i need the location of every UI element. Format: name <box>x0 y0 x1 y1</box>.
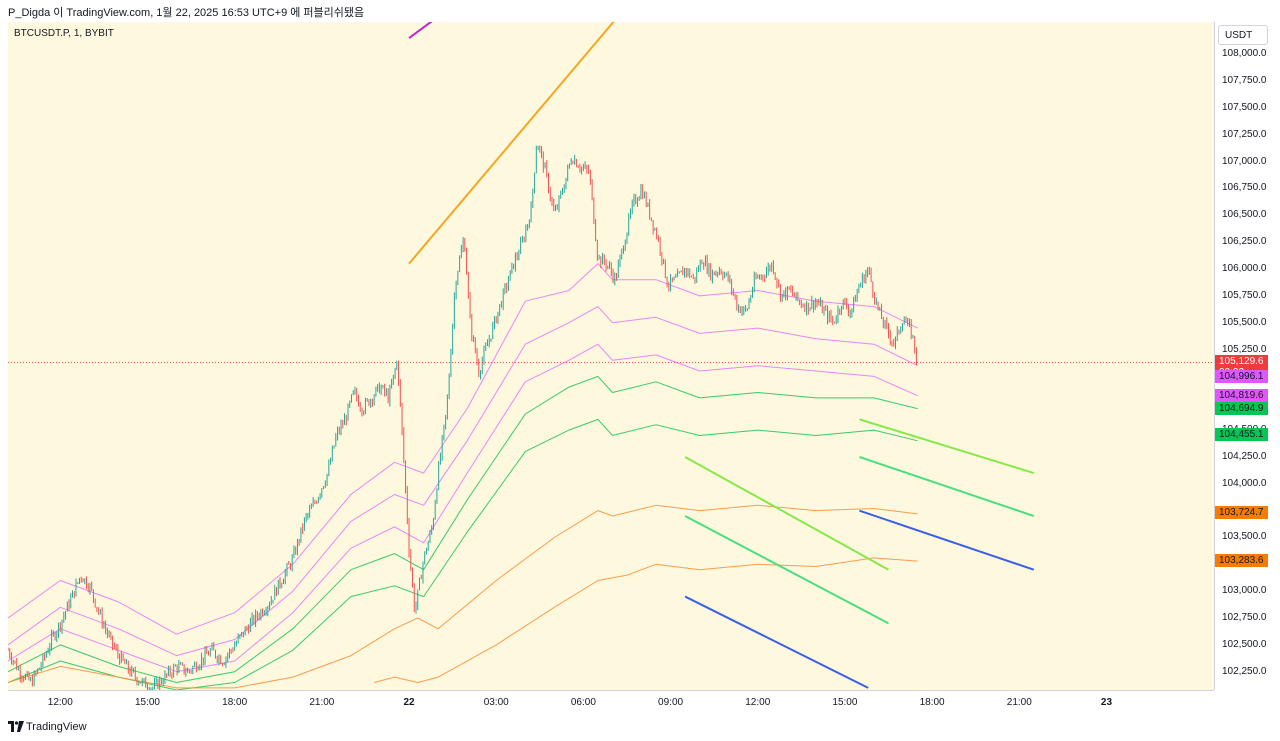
time-tick-label: 12:00 <box>745 697 771 708</box>
price-tick-label: 104,250.0 <box>1222 450 1267 462</box>
time-tick-label: 23 <box>1100 697 1113 708</box>
indicator-line-2 <box>8 343 918 673</box>
publish-info-text: P_Digda 이 TradingView.com, 1월 22, 2025 1… <box>8 7 365 19</box>
price-tick-label: 105,250.0 <box>1222 343 1267 355</box>
price-tick-label: 105,500.0 <box>1222 316 1267 328</box>
footer-brand-text: TradingView <box>26 721 87 733</box>
indicator-line-5 <box>8 504 918 689</box>
indicator-line-6 <box>374 557 918 683</box>
trendline-3 <box>684 515 889 625</box>
price-tick-label: 102,750.0 <box>1222 612 1267 624</box>
trendline-1 <box>408 22 615 265</box>
price-tick-label: 106,750.0 <box>1222 182 1267 194</box>
last-price-value: 105,129.6 <box>1219 356 1264 368</box>
indicator-line-0 <box>8 263 918 635</box>
trendline-2 <box>684 456 890 571</box>
time-tick-label: 09:00 <box>658 697 684 708</box>
trendline-4 <box>684 595 869 689</box>
time-tick-label: 06:00 <box>570 697 596 708</box>
indicator-price-badge: 103,283.6 <box>1215 553 1268 567</box>
price-tick-label: 106,250.0 <box>1222 236 1267 248</box>
price-tick-label: 103,000.0 <box>1222 585 1267 597</box>
trendline-6 <box>859 456 1035 517</box>
currency-button[interactable]: USDT <box>1218 25 1268 45</box>
price-tick-label: 108,000.0 <box>1222 48 1267 60</box>
time-tick-label: 22 <box>403 697 415 708</box>
price-tick-label: 107,500.0 <box>1222 101 1267 113</box>
time-tick-label: 12:00 <box>47 697 73 708</box>
price-tick-label: 107,000.0 <box>1222 155 1267 167</box>
time-tick-label: 21:00 <box>309 697 335 708</box>
trendline-5 <box>859 418 1035 475</box>
price-tick-label: 102,500.0 <box>1222 638 1267 650</box>
trendline-0 <box>408 22 433 39</box>
indicator-line-1 <box>8 306 918 657</box>
chart-plot-area[interactable] <box>8 22 1214 690</box>
price-tick-label: 106,500.0 <box>1222 209 1267 221</box>
price-tick-label: 103,500.0 <box>1222 531 1267 543</box>
time-tick-label: 15:00 <box>832 697 858 708</box>
time-tick-label: 18:00 <box>222 697 248 708</box>
symbol-legend[interactable]: BTCUSDT.P, 1, BYBIT <box>14 28 114 39</box>
publish-header: P_Digda 이 TradingView.com, 1월 22, 2025 1… <box>0 0 1280 20</box>
price-tick-label: 104,000.0 <box>1222 477 1267 489</box>
price-tick-label: 107,250.0 <box>1222 128 1267 140</box>
indicator-price-badge: 104,819.6 <box>1215 388 1268 402</box>
time-tick-label: 18:00 <box>919 697 945 708</box>
time-tick-label: 15:00 <box>134 697 160 708</box>
trendline-7 <box>859 509 1035 571</box>
time-tick-label: 21:00 <box>1006 697 1032 708</box>
tradingview-logo-icon <box>8 721 24 732</box>
time-axis[interactable] <box>8 690 1214 715</box>
price-tick-label: 102,250.0 <box>1222 665 1267 677</box>
price-tick-label: 107,750.0 <box>1222 75 1267 87</box>
price-tick-label: 105,750.0 <box>1222 289 1267 301</box>
time-tick-label: 03:00 <box>483 697 509 708</box>
chart-canvas[interactable] <box>8 22 1214 690</box>
indicator-price-badge: 104,996.1 <box>1215 369 1268 383</box>
price-tick-label: 106,000.0 <box>1222 263 1267 274</box>
indicator-price-badge: 103,724.7 <box>1215 506 1268 520</box>
indicator-price-badge: 104,455.1 <box>1215 427 1268 441</box>
indicator-line-4 <box>8 418 918 690</box>
indicator-price-badge: 104,694.9 <box>1215 402 1268 416</box>
indicator-line-3 <box>8 375 918 683</box>
